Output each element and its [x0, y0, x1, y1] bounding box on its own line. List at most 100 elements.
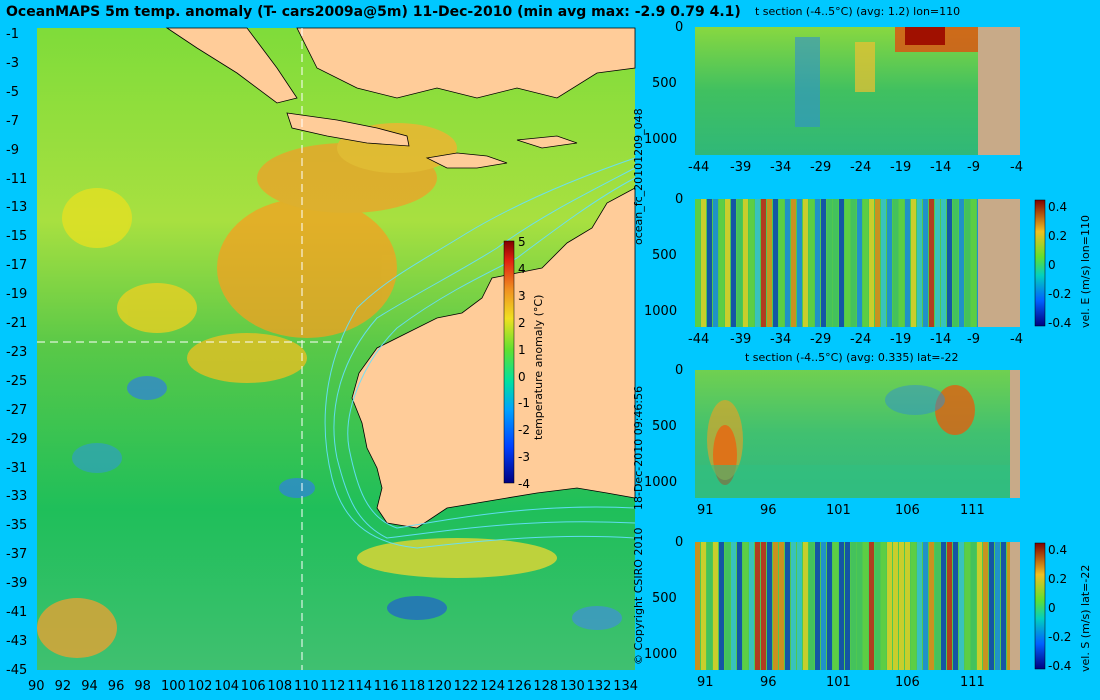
panel3-title: t section (-4..5°C) (avg: 0.335) lat=-22 — [745, 351, 959, 364]
vel-e-cb-tick: 0 — [1048, 258, 1056, 272]
velocity-stripe — [929, 199, 934, 327]
velocity-stripe — [971, 542, 976, 670]
section-x-tick: -44 — [688, 160, 710, 175]
panel1-title: t section (-4..5°C) (avg: 1.2) lon=110 — [755, 5, 961, 18]
velocity-stripe — [905, 199, 910, 327]
velocity-stripe — [797, 542, 802, 670]
velocity-stripe — [707, 542, 712, 670]
section-y-tick: 0 — [675, 192, 684, 207]
map-y-tick: -27 — [6, 402, 28, 418]
map-y-tick: -11 — [6, 171, 28, 187]
velocity-stripe — [971, 199, 976, 327]
velocity-stripe — [881, 542, 886, 670]
velocity-stripe — [761, 199, 766, 327]
velocity-stripe — [887, 199, 892, 327]
velocity-stripe — [701, 199, 706, 327]
velocity-stripe — [845, 542, 850, 670]
velocity-stripe — [917, 199, 922, 327]
section-y-tick: 1000 — [644, 132, 678, 147]
velocity-stripe — [1001, 542, 1006, 670]
velocity-stripe — [815, 542, 820, 670]
section-x-tick: 106 — [895, 503, 920, 518]
velocity-stripe — [923, 199, 928, 327]
velocity-stripe — [857, 199, 862, 327]
vel-s-cb-tick: 0.2 — [1048, 572, 1068, 586]
colorbar-tick: 1 — [518, 342, 526, 357]
map-x-tick: 92 — [54, 679, 72, 694]
map-y-tick: -5 — [6, 84, 19, 100]
velocity-stripe — [779, 542, 784, 670]
velocity-stripe — [875, 199, 880, 327]
velocity-stripe — [719, 199, 724, 327]
map-x-tick: 120 — [427, 679, 452, 694]
velocity-stripe — [809, 199, 814, 327]
velocity-stripe — [725, 542, 730, 670]
velocity-stripe — [899, 199, 904, 327]
velocity-stripe — [695, 542, 700, 670]
velocity-stripe — [893, 542, 898, 670]
velocity-stripe — [851, 199, 856, 327]
map-y-tick: -3 — [6, 55, 19, 71]
section-x-tick: 91 — [697, 675, 714, 690]
velocity-stripe — [737, 542, 742, 670]
velocity-stripe — [731, 542, 736, 670]
velocity-stripe — [947, 542, 952, 670]
map-x-tick: 116 — [373, 679, 399, 694]
section-y-tick: 500 — [652, 419, 677, 434]
velocity-stripe — [713, 199, 718, 327]
velocity-stripe — [869, 542, 874, 670]
map-x-tick: 94 — [81, 679, 98, 694]
velocity-stripe — [713, 542, 718, 670]
map-x-tick: 128 — [533, 679, 559, 694]
section-y-tick: 500 — [652, 591, 677, 606]
t-section-lat-panel — [695, 370, 1020, 498]
land-sumatra-borneo — [165, 27, 636, 104]
velocity-stripe — [887, 542, 892, 670]
velocity-stripe — [845, 199, 850, 327]
section-y-tick: 0 — [675, 363, 684, 378]
section-x-tick: 96 — [760, 503, 777, 518]
section-y-tick: 0 — [675, 20, 684, 35]
section-x-tick: -14 — [930, 160, 952, 175]
map-y-tick: -43 — [6, 633, 28, 649]
velocity-stripe — [767, 542, 772, 670]
colorbar-tick: -4 — [518, 477, 530, 492]
velocity-stripe — [761, 542, 766, 670]
generated-timestamp: 18-Dec-2010 09:46:56 — [632, 385, 645, 510]
colorbar-tick: -3 — [518, 450, 530, 465]
velocity-stripe — [935, 199, 940, 327]
section-x-tick: -4 — [1010, 160, 1023, 175]
section-x-tick: -19 — [890, 332, 912, 347]
map-x-tick: 102 — [187, 679, 213, 694]
velocity-stripe — [791, 542, 796, 670]
map-x-tick: 90 — [28, 679, 45, 694]
velocity-stripe — [743, 542, 748, 670]
velocity-stripe — [731, 199, 736, 327]
velocity-stripe — [827, 542, 832, 670]
section-y-tick: 1000 — [644, 647, 678, 662]
section-x-tick: -34 — [770, 160, 792, 175]
velocity-stripe — [863, 542, 868, 670]
map-y-tick: -31 — [6, 460, 28, 476]
velocity-stripe — [791, 199, 796, 327]
land-australia — [351, 187, 636, 529]
section-x-tick: -9 — [967, 332, 980, 347]
section-x-tick: -39 — [730, 160, 752, 175]
section-x-tick: -29 — [810, 332, 832, 347]
vel-s-label: vel. S (m/s) lat=-22 — [1079, 564, 1092, 672]
section-y-tick: 1000 — [644, 475, 678, 490]
velocity-stripe — [743, 199, 748, 327]
map-y-tick: -9 — [6, 142, 19, 158]
vel-s-cb-tick: 0 — [1048, 601, 1056, 615]
map-y-tick: -23 — [6, 344, 28, 360]
section-y-tick: 500 — [652, 248, 677, 263]
velocity-stripe — [941, 199, 946, 327]
map-y-tick: -17 — [6, 258, 28, 274]
colorbar-tick: -2 — [518, 423, 530, 438]
velocity-stripe — [893, 199, 898, 327]
velocity-stripe — [695, 199, 700, 327]
velocity-stripe — [785, 199, 790, 327]
velocity-stripe — [917, 542, 922, 670]
section-x-tick: 101 — [826, 675, 851, 690]
land-java — [286, 112, 410, 147]
